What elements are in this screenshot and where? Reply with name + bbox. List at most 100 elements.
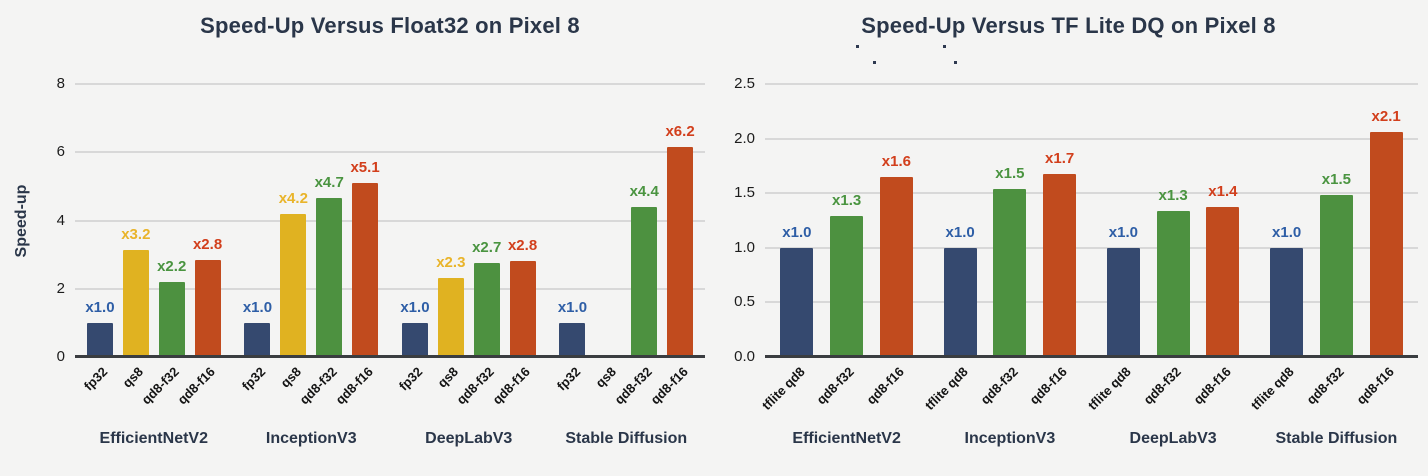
x-tick-label: qd8-f32 <box>1303 364 1347 408</box>
x-tick-label: qd8-f16 <box>489 364 534 408</box>
bar-slot: x2.8 qd8-f16 <box>490 84 541 407</box>
y-tick-label: 2.0 <box>734 129 755 147</box>
x-tick-label: qd8-f32 <box>296 364 340 408</box>
x-tick-label: qd8-f32 <box>977 364 1021 408</box>
x-tick-label: qs8 <box>434 364 462 391</box>
bar-slot: x1.0 fp32 <box>396 84 433 394</box>
group-label: EfficientNetV2 <box>99 430 208 447</box>
y-tick-label: 1.0 <box>734 238 755 256</box>
bar-value-label: x2.1 <box>1371 108 1401 125</box>
gridline <box>75 151 705 154</box>
bar-value-label: x1.3 <box>832 192 862 209</box>
x-tick-label: qd8-f16 <box>863 364 907 408</box>
chart-panel-tflite-dq: Speed-Up Versus TF Lite DQ on Pixel 8 0.… <box>722 0 1428 476</box>
bar-slot: x1.0 tflite qd8 <box>922 84 985 413</box>
bar-slot: x1.4 qd8-f16 <box>1190 84 1248 407</box>
gridline <box>765 192 1418 195</box>
bar-qd8-f32 <box>1156 211 1190 357</box>
bar-value-label: x1.0 <box>945 224 975 241</box>
bar-qd8-f16 <box>509 261 536 357</box>
x-tick-label: tflite qd8 <box>1085 364 1134 413</box>
bar-tflite-qd8 <box>1106 248 1140 357</box>
x-tick-label: qd8-f32 <box>453 364 498 408</box>
bar-slot: x1.0 tflite qd8 <box>759 84 822 413</box>
gridline <box>75 219 705 222</box>
bar-slot: x6.2 qd8-f16 <box>647 84 698 407</box>
bar-qd8-f32 <box>993 189 1027 357</box>
bar-value-label: x6.2 <box>665 123 695 140</box>
cropped-text-artifact <box>856 45 859 48</box>
x-tick-label: qd8-f32 <box>138 364 183 408</box>
x-tick-label: qd8-f16 <box>332 364 376 408</box>
group-label: Stable Diffusion <box>1275 430 1398 447</box>
bar-qd8-f16 <box>194 260 221 357</box>
bars-row: x1.0 tflite qd8 x1.3 qd8-f32 x1.6 qd8-f16 x1.0… <box>759 84 1418 413</box>
group-label: DeepLabV3 <box>1129 430 1217 447</box>
bar-slot: x4.7 qd8-f32 <box>296 84 347 407</box>
gridline <box>765 83 1418 85</box>
bar-slot: x1.5 qd8-f32 <box>1304 84 1362 407</box>
group-label: DeepLabV3 <box>425 430 513 447</box>
bar-fp32 <box>559 323 586 357</box>
bar-tflite-qd8 <box>1270 248 1304 357</box>
bar-value-label: x1.0 <box>85 299 115 316</box>
cropped-text-artifact <box>954 61 957 64</box>
y-tick-label: 4 <box>56 211 65 229</box>
bar-value-label: x1.0 <box>242 299 273 316</box>
bar-value-label: x1.0 <box>782 224 812 241</box>
x-tick-label: fp32 <box>553 364 584 394</box>
bar-slot: x1.0 tflite qd8 <box>1248 84 1312 413</box>
bar-slot: x1.6 qd8-f16 <box>864 84 922 407</box>
bar-fp32 <box>244 323 271 357</box>
bar-slot: x1.0 tflite qd8 <box>1085 84 1149 413</box>
bar-qd8-f32 <box>158 282 185 357</box>
bar-value-label: x1.5 <box>1321 171 1351 188</box>
bar-group-deeplabv3: x1.0 fp32 x2.3 qs8 x2.7 qd8-f32 x2.8 qd8-f16 <box>390 84 548 407</box>
bar-slot: x1.0 fp32 <box>554 84 591 394</box>
bar-qd8-f32 <box>830 216 864 357</box>
x-tick-label: qd8-f16 <box>647 364 691 408</box>
gridline <box>765 137 1418 140</box>
bar-slot: x4.4 qd8-f32 <box>611 84 662 407</box>
x-tick-label: qd8-f16 <box>174 364 219 408</box>
bar-qd8-f16 <box>667 147 694 357</box>
y-tick-label: 0.5 <box>734 293 755 311</box>
x-tick-label: qd8-f32 <box>813 364 858 408</box>
bar-slot: x2.2 qd8-f32 <box>139 84 190 407</box>
x-tick-label: tflite qd8 <box>1248 364 1298 413</box>
bar-fp32 <box>401 323 428 357</box>
bar-value-label: x2.8 <box>507 237 538 254</box>
bar-value-label: x1.5 <box>995 165 1025 182</box>
y-tick-label: 2.5 <box>734 75 755 92</box>
group-label: InceptionV3 <box>964 430 1056 447</box>
x-tick-label: fp32 <box>81 364 111 394</box>
bar-group-stable-diffusion: x1.0 tflite qd8 x1.5 qd8-f32 x2.1 qd8-f16 <box>1248 84 1418 413</box>
bar-slot: x2.1 qd8-f16 <box>1353 84 1411 407</box>
bar-value-label: x2.7 <box>472 239 502 256</box>
x-tick-label: qd8-f16 <box>1190 364 1234 408</box>
x-axis-line <box>765 355 1418 358</box>
bar-slot: x1.0 fp32 <box>81 84 118 394</box>
bar-qs8 <box>437 278 464 357</box>
bar-value-label: x1.3 <box>1158 187 1188 204</box>
bar-value-label: x2.8 <box>192 236 223 253</box>
gridline <box>75 287 705 290</box>
bar-value-label: x4.4 <box>629 183 659 200</box>
bar-qs8 <box>122 250 149 357</box>
bar-group-efficientnetv2: x1.0 fp32 x3.2 qs8 x2.2 qd8-f32 x2.8 qd8-f16 <box>75 84 233 407</box>
bar-slot: x1.3 qd8-f32 <box>1140 84 1198 407</box>
bar-value-label: x1.6 <box>881 153 911 170</box>
bar-slot: x1.0 fp32 <box>239 84 276 394</box>
x-tick-label: fp32 <box>396 364 426 394</box>
bar-value-label: x2.2 <box>157 258 187 275</box>
bar-value-label: x1.0 <box>400 299 430 316</box>
gridline <box>765 301 1418 304</box>
y-tick-label: 0 <box>56 348 65 365</box>
bar-value-label: x4.2 <box>278 190 308 207</box>
bar-group-inceptionv3: x1.0 fp32 x4.2 qs8 x4.7 qd8-f32 x5.1 qd8-f16 <box>233 84 391 407</box>
bar-qd8-f16 <box>1369 132 1403 357</box>
bar-tflite-qd8 <box>780 248 814 357</box>
bar-value-label: x1.0 <box>557 299 588 316</box>
chart-title: Speed-Up Versus TF Lite DQ on Pixel 8 <box>861 13 1276 38</box>
